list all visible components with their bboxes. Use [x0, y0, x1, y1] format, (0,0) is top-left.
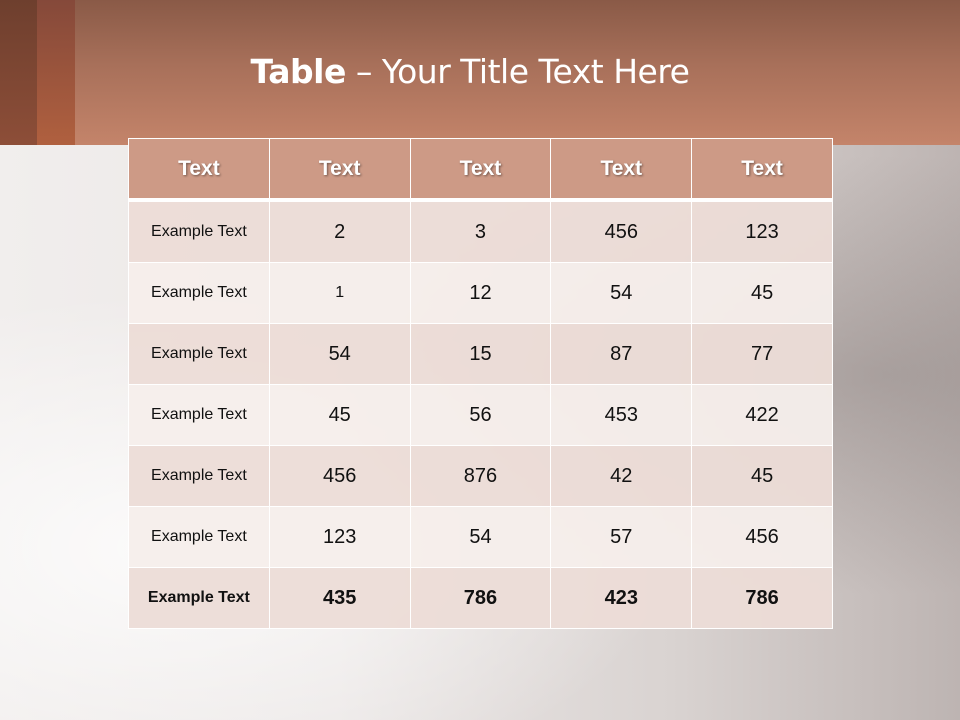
table-cell: 786 [691, 567, 833, 629]
title-rest: – Your Title Text Here [345, 52, 690, 91]
table-cell: 2 [268, 199, 411, 263]
column-header: Text [691, 138, 833, 202]
table-cell: 54 [550, 262, 693, 324]
table-cell: 15 [409, 323, 552, 385]
table-cell: 1 [268, 262, 411, 324]
table-cell: 12 [409, 262, 552, 324]
row-label: Example Text [128, 384, 270, 446]
table-cell: 123 [691, 199, 833, 263]
table-cell: 456 [550, 199, 693, 263]
table-cell: 456 [268, 445, 411, 507]
header-row: Text Text Text Text Text [128, 138, 833, 202]
table-cell: 77 [691, 323, 833, 385]
column-header: Text [268, 138, 411, 202]
title-band [0, 0, 960, 145]
row-label: Example Text [128, 199, 270, 263]
column-header: Text [409, 138, 552, 202]
table-cell: 3 [409, 199, 552, 263]
table-row: Example Text 123 54 57 456 [128, 506, 833, 568]
table-cell: 87 [550, 323, 693, 385]
table-cell: 56 [409, 384, 552, 446]
title-bold: Table [250, 52, 347, 91]
table-cell: 456 [691, 506, 833, 568]
table-cell: 42 [550, 445, 693, 507]
data-table: Text Text Text Text Text Example Text 2 3 456 12… [128, 138, 833, 629]
table-row: Example Text 1 12 54 45 [128, 262, 833, 324]
table-row: Example Text 2 3 456 123 [128, 199, 833, 263]
table-row: Example Text 435 786 423 786 [128, 567, 833, 629]
table-cell: 54 [409, 506, 552, 568]
row-label: Example Text [128, 323, 270, 385]
column-header: Text [550, 138, 693, 202]
table-row: Example Text 54 15 87 77 [128, 323, 833, 385]
row-label: Example Text [128, 445, 270, 507]
table-cell: 57 [550, 506, 693, 568]
column-header: Text [128, 138, 270, 202]
table-cell: 45 [691, 262, 833, 324]
table-cell: 422 [691, 384, 833, 446]
table-row: Example Text 456 876 42 45 [128, 445, 833, 507]
table-cell: 45 [268, 384, 411, 446]
table-cell: 45 [691, 445, 833, 507]
decorative-stripe [37, 0, 75, 145]
table-cell: 876 [409, 445, 552, 507]
decorative-stripe [0, 0, 37, 145]
table-cell: 123 [268, 506, 411, 568]
table-cell: 786 [409, 567, 552, 629]
table-row: Example Text 45 56 453 422 [128, 384, 833, 446]
table-cell: 54 [268, 323, 411, 385]
row-label: Example Text [128, 262, 270, 324]
table-cell: 423 [550, 567, 693, 629]
row-label: Example Text [128, 506, 270, 568]
row-label: Example Text [128, 567, 270, 629]
slide-title: Table – Your Title Text Here [0, 52, 940, 91]
table-cell: 435 [268, 567, 411, 629]
table-cell: 453 [550, 384, 693, 446]
